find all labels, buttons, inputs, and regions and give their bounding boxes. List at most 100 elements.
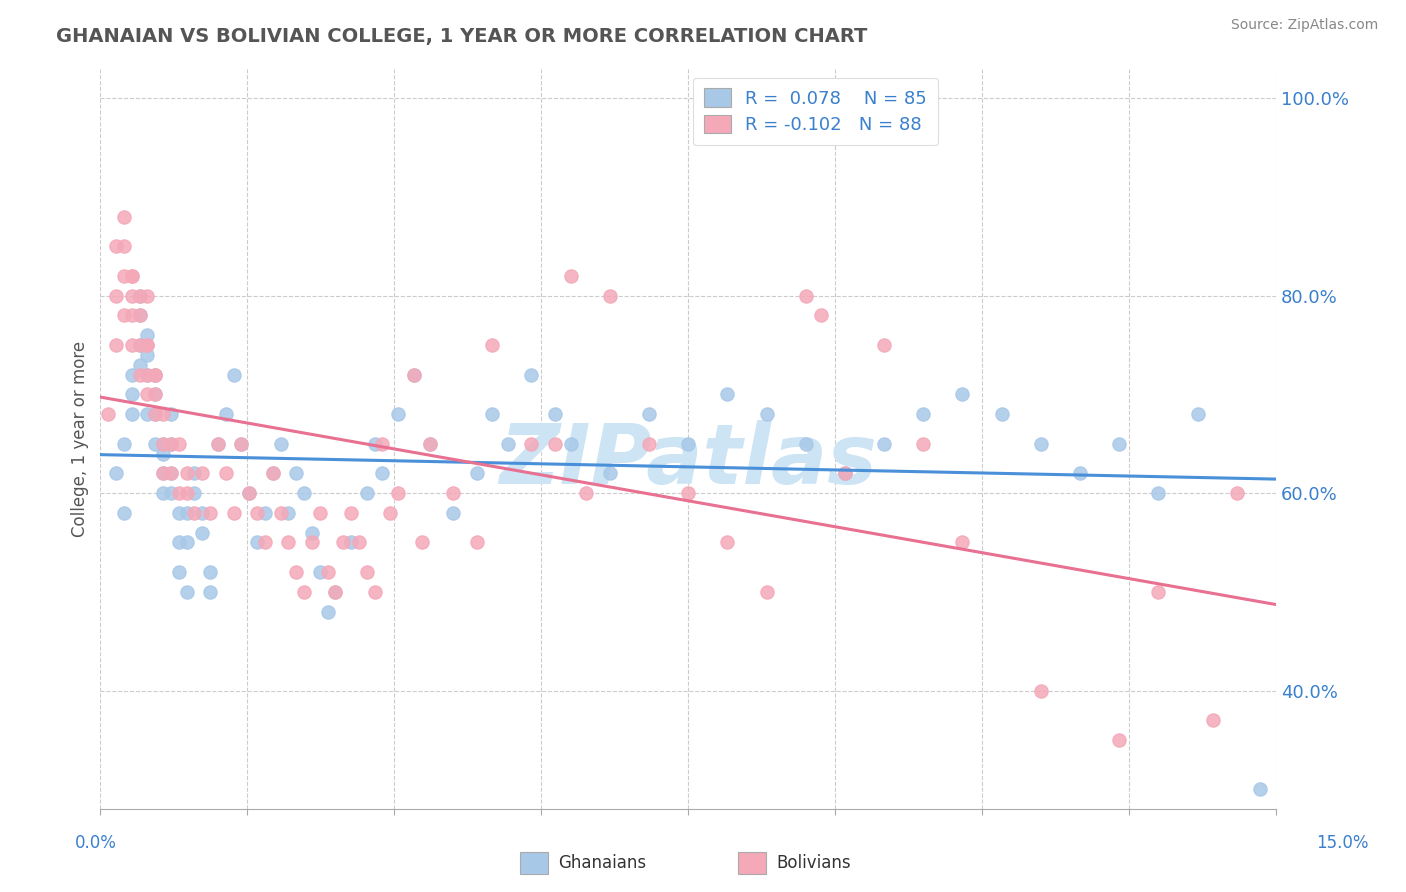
Point — [183, 467, 205, 481]
Point — [481, 338, 503, 352]
Point — [411, 535, 433, 549]
Point — [952, 387, 974, 401]
Point — [387, 486, 409, 500]
Point — [912, 407, 935, 421]
Legend: R =  0.078    N = 85, R = -0.102   N = 88: R = 0.078 N = 85, R = -0.102 N = 88 — [693, 78, 938, 145]
Point — [128, 288, 150, 302]
Point — [262, 467, 284, 481]
Point — [121, 338, 143, 352]
Point — [834, 467, 856, 481]
Point — [356, 486, 378, 500]
Point — [160, 407, 183, 421]
Point — [402, 368, 425, 382]
Point — [301, 535, 323, 549]
Point — [347, 535, 370, 549]
Point — [136, 387, 159, 401]
Point — [105, 467, 128, 481]
Point — [112, 210, 135, 224]
Point — [136, 338, 159, 352]
Point — [160, 467, 183, 481]
Point — [544, 436, 567, 450]
Point — [215, 407, 238, 421]
Point — [176, 467, 198, 481]
Point — [755, 407, 778, 421]
Point — [325, 584, 347, 599]
Point — [441, 486, 464, 500]
Point — [253, 506, 276, 520]
Point — [143, 407, 166, 421]
Point — [308, 565, 330, 579]
Point — [676, 486, 699, 500]
Point — [1226, 486, 1249, 500]
Point — [121, 268, 143, 283]
Point — [441, 506, 464, 520]
Point — [143, 387, 166, 401]
Point — [716, 387, 738, 401]
Point — [112, 268, 135, 283]
Point — [575, 486, 598, 500]
Point — [143, 407, 166, 421]
Point — [167, 535, 190, 549]
Point — [277, 535, 299, 549]
Point — [136, 338, 159, 352]
Point — [136, 328, 159, 343]
Point — [952, 535, 974, 549]
Point — [316, 565, 339, 579]
Point — [560, 268, 582, 283]
Point — [316, 605, 339, 619]
Text: Source: ZipAtlas.com: Source: ZipAtlas.com — [1230, 18, 1378, 32]
Point — [160, 486, 183, 500]
Point — [222, 368, 245, 382]
Point — [112, 309, 135, 323]
Point — [246, 506, 269, 520]
Point — [810, 309, 832, 323]
Text: 0.0%: 0.0% — [75, 834, 117, 852]
Point — [1187, 407, 1209, 421]
Point — [363, 584, 385, 599]
Point — [128, 338, 150, 352]
Point — [270, 506, 292, 520]
Text: GHANAIAN VS BOLIVIAN COLLEGE, 1 YEAR OR MORE CORRELATION CHART: GHANAIAN VS BOLIVIAN COLLEGE, 1 YEAR OR … — [56, 27, 868, 45]
Point — [143, 436, 166, 450]
Point — [152, 446, 174, 460]
Point — [176, 486, 198, 500]
Point — [128, 338, 150, 352]
Text: Bolivians: Bolivians — [776, 855, 851, 872]
Point — [340, 506, 363, 520]
Point — [152, 486, 174, 500]
Point — [285, 467, 308, 481]
Point — [231, 436, 253, 450]
Point — [912, 436, 935, 450]
Point — [371, 436, 394, 450]
Point — [136, 288, 159, 302]
Point — [292, 486, 315, 500]
Point — [136, 368, 159, 382]
Point — [121, 309, 143, 323]
Point — [167, 506, 190, 520]
Point — [755, 584, 778, 599]
Point — [262, 467, 284, 481]
Point — [418, 436, 440, 450]
Point — [128, 288, 150, 302]
Point — [136, 407, 159, 421]
Point — [198, 584, 221, 599]
Point — [112, 239, 135, 253]
Point — [176, 506, 198, 520]
Point — [160, 436, 183, 450]
Point — [246, 535, 269, 549]
Point — [308, 506, 330, 520]
Text: 15.0%: 15.0% — [1316, 834, 1369, 852]
Point — [238, 486, 260, 500]
Point — [270, 436, 292, 450]
Point — [231, 436, 253, 450]
Point — [325, 584, 347, 599]
Point — [544, 407, 567, 421]
Point — [105, 288, 128, 302]
Point — [380, 506, 402, 520]
Point — [465, 535, 488, 549]
Point — [520, 436, 543, 450]
Point — [121, 288, 143, 302]
Point — [340, 535, 363, 549]
Point — [1108, 732, 1130, 747]
Point — [465, 467, 488, 481]
